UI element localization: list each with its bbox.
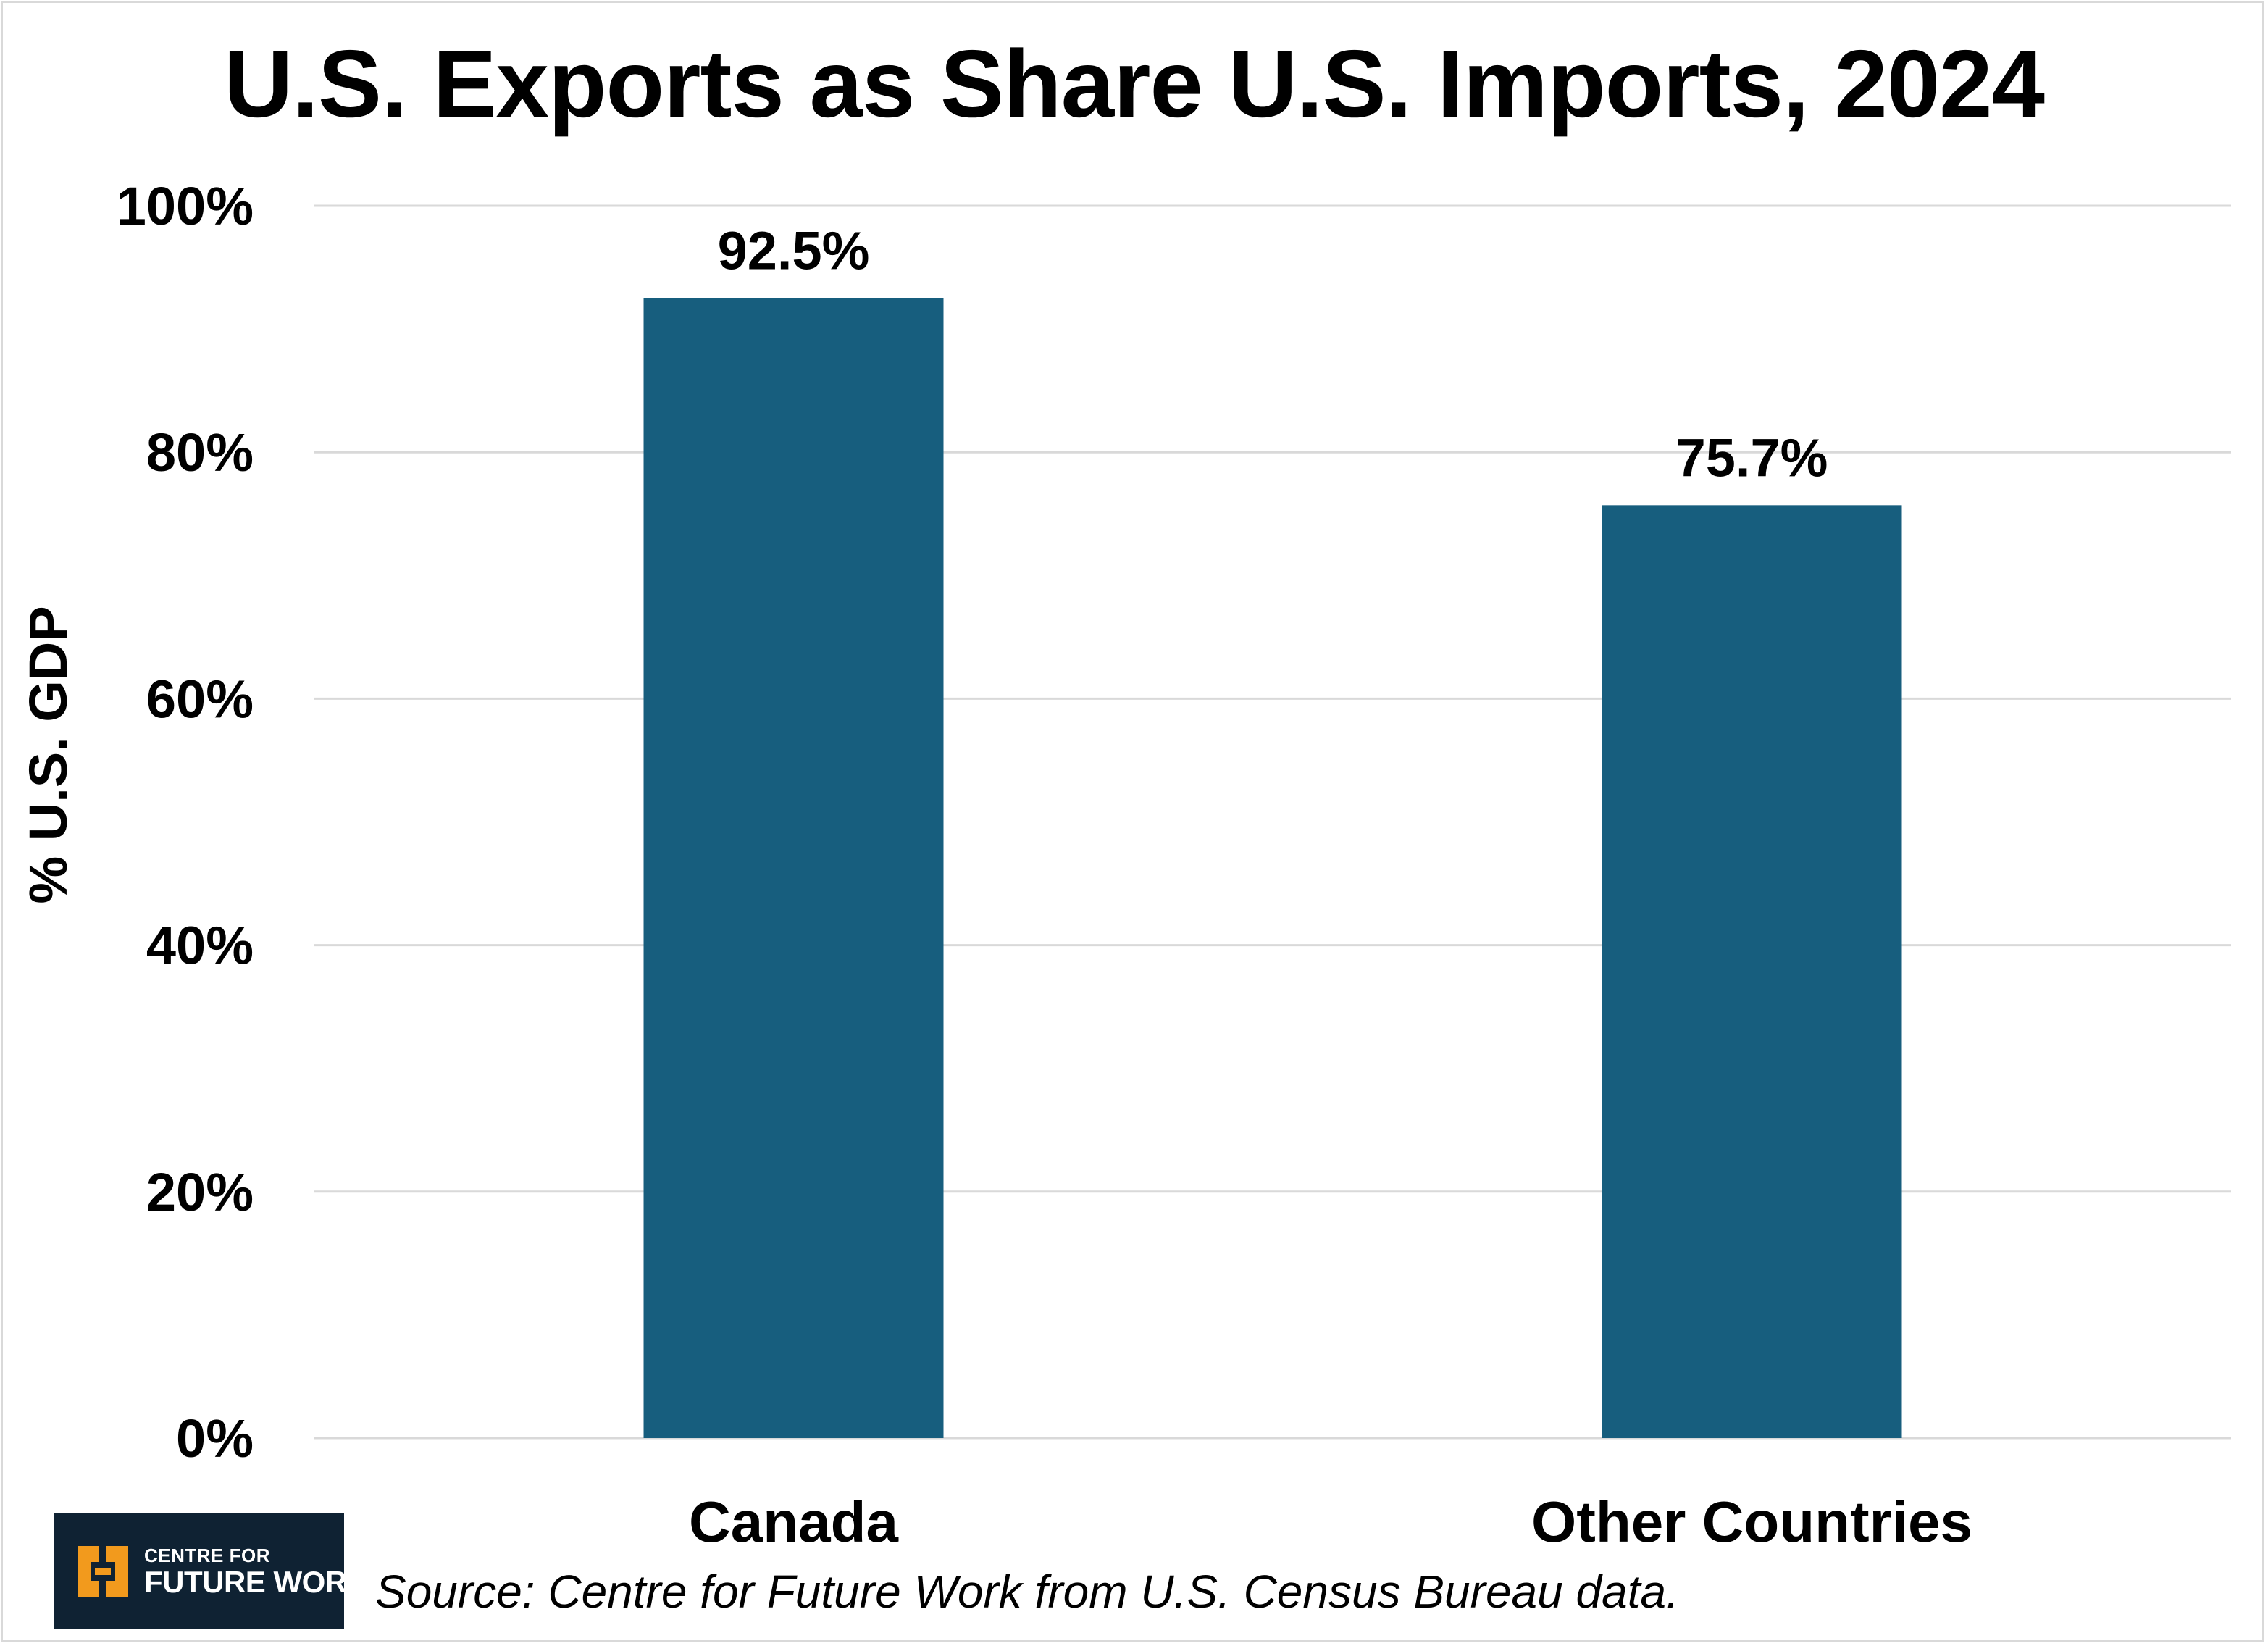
chart-title: U.S. Exports as Share U.S. Imports, 2024 <box>224 30 2045 137</box>
x-category-label: Canada <box>689 1490 898 1554</box>
source-note: Source: Centre for Future Work from U.S.… <box>375 1566 1679 1618</box>
x-axis-categories: Canada Other Countries <box>689 1490 1972 1554</box>
centre-for-future-work-logo: CENTRE FOR FUTURE WORK <box>54 1513 369 1629</box>
centre-for-future-work-logo-icon <box>78 1546 128 1597</box>
y-tick-label: 0% <box>176 1408 254 1469</box>
y-tick-label: 100% <box>117 176 254 236</box>
y-tick-label: 20% <box>146 1162 254 1222</box>
data-label: 92.5% <box>718 221 870 281</box>
y-tick-label: 60% <box>146 669 254 729</box>
gridlines <box>314 204 2231 1440</box>
bar-other-countries <box>1602 505 1902 1438</box>
logo-text-line1: CENTRE FOR <box>144 1545 270 1566</box>
bars <box>643 298 1902 1439</box>
y-axis-title: % U.S. GDP <box>18 606 78 903</box>
data-label: 75.7% <box>1676 427 1828 488</box>
y-tick-label: 40% <box>146 916 254 976</box>
data-labels: 92.5% 75.7% <box>718 221 1828 488</box>
logo-text-line2: FUTURE WORK <box>144 1565 369 1599</box>
bar-canada <box>643 298 944 1439</box>
y-tick-label: 80% <box>146 422 254 482</box>
y-axis-ticks: 0% 20% 40% 60% 80% 100% <box>117 176 254 1469</box>
x-category-label: Other Countries <box>1531 1490 1972 1554</box>
